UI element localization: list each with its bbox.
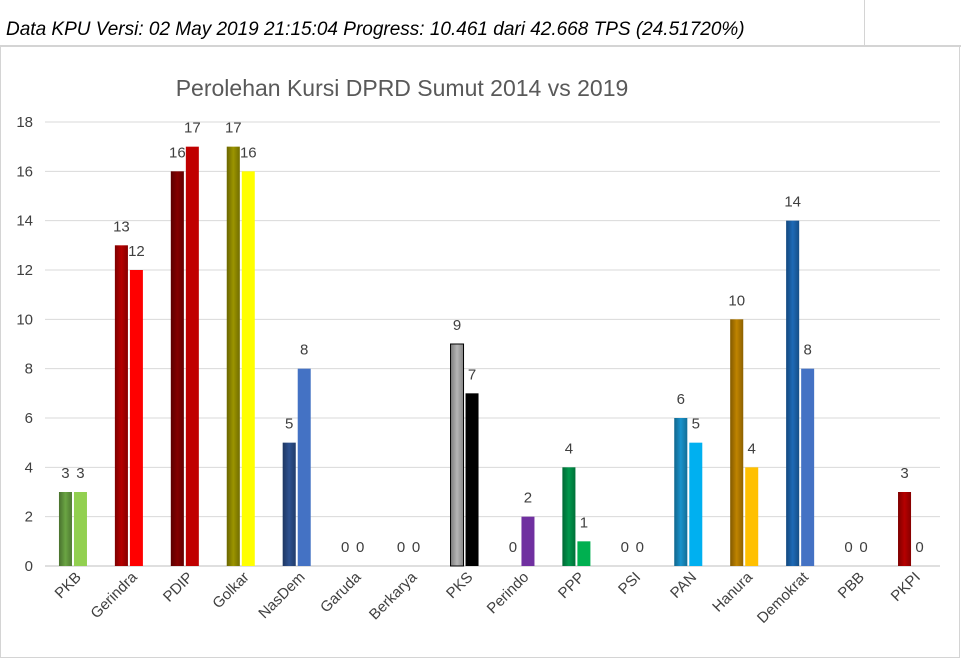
data-label: 0	[915, 539, 923, 556]
x-tick-label: PPP	[555, 569, 588, 602]
y-tick-label: 18	[16, 114, 33, 131]
data-label: 9	[453, 317, 461, 334]
y-tick-label: 6	[25, 410, 33, 427]
data-label: 0	[341, 539, 349, 556]
x-tick-label: PKPI	[888, 569, 924, 605]
bar-shade-pkpi	[898, 492, 912, 566]
data-label: 0	[621, 539, 629, 556]
bar-shade-hanura	[730, 319, 744, 566]
chart-title: Perolehan Kursi DPRD Sumut 2014 vs 2019	[176, 75, 629, 101]
data-label: 13	[113, 218, 130, 235]
data-label: 16	[240, 144, 257, 161]
data-label: 3	[900, 465, 908, 482]
bar-gerindra-2019	[129, 270, 143, 566]
data-label: 0	[397, 539, 405, 556]
y-tick-label: 10	[16, 311, 33, 328]
x-tick-label: Hanura	[709, 568, 756, 615]
data-label: 0	[859, 539, 867, 556]
bar-shade-nasdem	[282, 442, 296, 566]
data-label: 8	[803, 342, 811, 359]
data-label: 4	[748, 440, 756, 457]
data-label: 17	[225, 120, 242, 137]
bar-shade-pks	[450, 344, 464, 566]
bar-ppp-2019	[577, 541, 591, 566]
data-label: 0	[356, 539, 364, 556]
data-label: 7	[468, 366, 476, 383]
bar-shade-pan	[674, 418, 688, 566]
bar-shade-golkar	[226, 146, 240, 566]
x-tick-label: Golkar	[209, 569, 252, 612]
bar-nasdem-2019	[297, 368, 311, 566]
bar-hanura-2019	[745, 467, 759, 566]
x-tick-label: PDIP	[160, 569, 197, 606]
x-tick-label: NasDem	[255, 569, 308, 622]
x-tick-label: PKB	[52, 569, 85, 602]
x-tick-label: PKS	[443, 569, 476, 602]
x-tick-label: Garuda	[317, 568, 365, 616]
data-label: 5	[285, 416, 293, 433]
data-label: 6	[677, 391, 685, 408]
bar-pks-2019	[465, 393, 479, 566]
bar-shade-ppp	[562, 467, 576, 566]
data-label: 10	[728, 292, 745, 309]
data-label: 0	[509, 539, 517, 556]
bar-shade-pdip	[170, 171, 184, 567]
data-label: 3	[61, 465, 69, 482]
bar-perindo-2019	[521, 516, 535, 566]
bar-pdip-2019	[185, 146, 199, 566]
data-label: 0	[844, 539, 852, 556]
x-tick-label: Berkarya	[366, 568, 421, 623]
x-tick-label: Demokrat	[754, 568, 813, 627]
data-label: 17	[184, 120, 201, 137]
data-label: 3	[76, 465, 84, 482]
x-tick-label: PSI	[615, 569, 644, 598]
x-tick-label: Gerindra	[87, 568, 141, 622]
bar-shade-pkb	[58, 492, 72, 566]
data-label: 12	[128, 243, 145, 260]
bar-shade-demokrat	[786, 220, 800, 566]
data-label: 2	[524, 490, 532, 507]
data-label: 8	[300, 342, 308, 359]
x-tick-label: PBB	[835, 569, 868, 602]
y-tick-label: 16	[16, 163, 33, 180]
x-tick-label: PAN	[667, 569, 700, 602]
y-tick-label: 12	[16, 262, 33, 279]
y-tick-label: 8	[25, 361, 33, 378]
data-label: 14	[784, 194, 801, 211]
bar-pan-2019	[689, 442, 703, 566]
data-label: 4	[565, 440, 573, 457]
y-tick-label: 0	[25, 558, 33, 575]
chart-frame	[0, 47, 960, 658]
y-tick-label: 4	[25, 459, 33, 476]
bar-golkar-2019	[241, 171, 255, 567]
x-tick-label: Perindo	[484, 569, 533, 618]
data-label: 0	[412, 539, 420, 556]
data-label: 0	[636, 539, 644, 556]
bar-demokrat-2019	[801, 368, 815, 566]
bar-shade-gerindra	[114, 245, 128, 567]
header-row: Data KPU Versi: 02 May 2019 21:15:04 Pro…	[0, 0, 961, 47]
data-label: 1	[580, 514, 588, 531]
data-label: 5	[692, 416, 700, 433]
data-label: 16	[169, 144, 186, 161]
bar-pkb-2019	[73, 492, 87, 566]
cell-divider	[864, 0, 865, 47]
data-version-text: Data KPU Versi: 02 May 2019 21:15:04 Pro…	[6, 19, 745, 40]
y-tick-label: 2	[25, 509, 33, 526]
y-tick-label: 14	[16, 213, 33, 230]
